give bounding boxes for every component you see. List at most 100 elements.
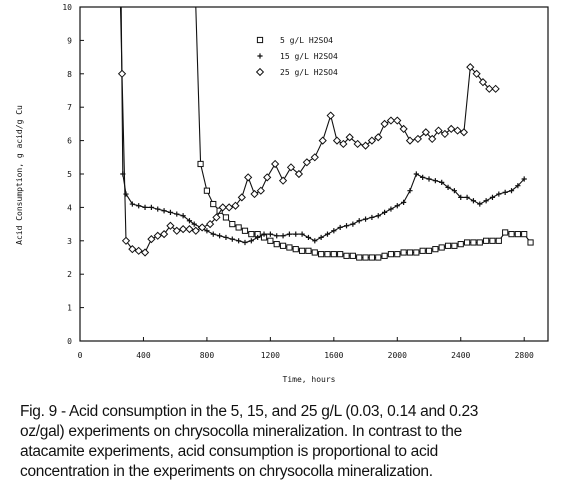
series-2-point bbox=[477, 201, 483, 207]
series-2-point bbox=[255, 234, 261, 241]
series-3-point bbox=[478, 78, 488, 87]
series-3-point bbox=[153, 231, 162, 240]
series-1-point bbox=[343, 252, 350, 259]
series-1-point bbox=[400, 249, 407, 256]
series-3-point bbox=[263, 173, 272, 182]
series-2-point bbox=[236, 238, 242, 244]
series-3-point bbox=[491, 84, 500, 93]
series-1-point bbox=[463, 239, 471, 246]
series-3-point bbox=[332, 136, 342, 145]
series-1-point bbox=[337, 251, 344, 258]
series-3-point bbox=[405, 136, 415, 145]
series-1-point bbox=[368, 254, 376, 261]
series-3-point bbox=[459, 128, 469, 137]
axes: 0 1 2 3 4 5 6 7 8 9 10 0 400 800 1200 1600 2000 2400 2800 bbox=[62, 3, 549, 360]
x-tick-label: 400 bbox=[136, 351, 151, 360]
y-tick-label: 10 bbox=[62, 3, 72, 12]
series-3-point bbox=[386, 116, 396, 125]
series-2-point bbox=[204, 228, 210, 234]
series-2-point bbox=[458, 194, 464, 200]
series-1-point bbox=[279, 242, 287, 249]
series-3-point bbox=[294, 169, 304, 179]
series-3-point bbox=[198, 223, 207, 232]
series-1-point bbox=[483, 237, 490, 244]
series-3-point bbox=[172, 226, 181, 235]
y-tick-label: 6 bbox=[67, 137, 72, 146]
series-1 bbox=[195, 6, 534, 261]
series-1-point bbox=[241, 227, 249, 234]
series-3-point bbox=[218, 203, 227, 212]
series-3-point bbox=[250, 189, 259, 199]
series-1-point bbox=[502, 229, 509, 236]
series-3-point bbox=[271, 159, 280, 169]
series-1-point bbox=[286, 244, 293, 251]
series-3-point bbox=[128, 245, 137, 254]
x-tick-label: 800 bbox=[200, 351, 215, 360]
series-2-point bbox=[337, 224, 343, 231]
series-2-point bbox=[174, 211, 180, 217]
series-1-point bbox=[527, 239, 534, 246]
y-tick-label: 9 bbox=[67, 36, 72, 45]
series-2-point bbox=[407, 188, 413, 194]
series-3-point bbox=[191, 226, 200, 235]
series-2-point bbox=[413, 171, 419, 177]
series-2-point bbox=[388, 206, 394, 212]
series-2-point bbox=[521, 176, 527, 182]
series-1-point bbox=[425, 247, 433, 254]
series-2-point bbox=[445, 184, 451, 190]
series-1-point bbox=[267, 237, 274, 244]
series-2-point bbox=[362, 216, 369, 222]
series-1-point bbox=[489, 237, 496, 244]
caption-line-4: concentration in the experiments on chry… bbox=[20, 463, 433, 480]
y-tick-label: 0 bbox=[67, 337, 72, 346]
series-2-point bbox=[167, 209, 174, 216]
series-1-point bbox=[229, 221, 236, 228]
series-2-point bbox=[369, 214, 375, 221]
series-2-point bbox=[489, 194, 496, 200]
series-1-point bbox=[438, 244, 445, 251]
series-2-point bbox=[136, 203, 142, 209]
series-1-point bbox=[514, 231, 521, 238]
series-2-point bbox=[451, 188, 457, 194]
series-2-point bbox=[394, 203, 400, 209]
series-2-point bbox=[155, 206, 161, 212]
series-1-point bbox=[292, 246, 299, 253]
series-1-point bbox=[521, 231, 528, 238]
series-2-point bbox=[343, 223, 350, 229]
series-1-point bbox=[197, 160, 204, 168]
series-3-point bbox=[361, 141, 370, 150]
series-2-point bbox=[280, 233, 286, 239]
series-2-point bbox=[324, 231, 331, 237]
series-3-point bbox=[345, 133, 354, 142]
series-2-point bbox=[420, 174, 426, 180]
series-3-point bbox=[353, 139, 362, 149]
series-3-point bbox=[367, 136, 377, 145]
y-tick-label: 4 bbox=[67, 203, 72, 212]
series-2-point bbox=[210, 231, 216, 237]
series-3 bbox=[117, 6, 500, 257]
series-3-point bbox=[134, 246, 143, 255]
series-2-point bbox=[161, 208, 167, 214]
series-1-point bbox=[451, 242, 458, 249]
x-axis-label: Time, hours bbox=[283, 375, 336, 384]
series-2-point bbox=[229, 236, 235, 242]
series-1-point bbox=[299, 247, 306, 254]
series-3-point bbox=[140, 248, 150, 257]
series-3-point bbox=[485, 84, 494, 93]
series-3-point bbox=[185, 225, 194, 234]
legend-marker-2 bbox=[257, 53, 263, 59]
series-3-point bbox=[256, 186, 265, 195]
series-2-point bbox=[356, 218, 362, 224]
series-2-point bbox=[496, 191, 502, 197]
series-3-point bbox=[472, 69, 481, 78]
series-2-point bbox=[515, 183, 521, 189]
series-3-point bbox=[374, 133, 383, 142]
series-1-point bbox=[330, 251, 337, 258]
series-3-point bbox=[237, 193, 246, 202]
series-2-point bbox=[331, 228, 337, 234]
legend-label-3: 25 g/L H2SO4 bbox=[280, 68, 338, 77]
caption-line-3: atacamite experiments, acid consumption … bbox=[20, 443, 438, 460]
series-2-point bbox=[381, 209, 388, 216]
series-1-point bbox=[235, 224, 242, 231]
series-3-point bbox=[421, 128, 430, 137]
